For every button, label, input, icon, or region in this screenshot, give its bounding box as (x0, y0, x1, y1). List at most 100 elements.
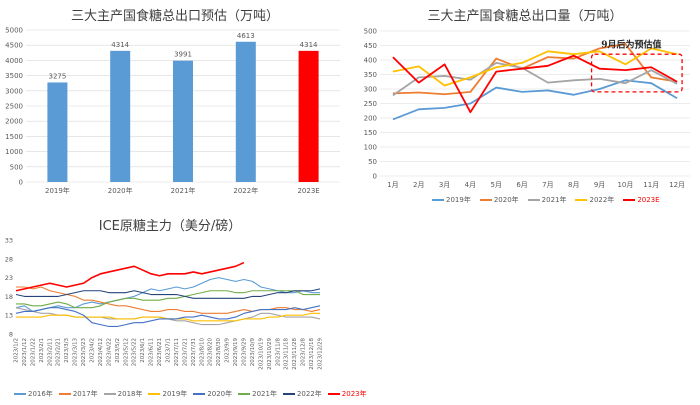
x-tick-label: 2023/12/8 (301, 338, 307, 367)
legend-label: 2020年 (207, 390, 233, 398)
legend-swatch (193, 393, 206, 395)
legend-swatch (282, 393, 295, 395)
y-tick-label: 5000 (5, 27, 23, 35)
x-tick-label: 2023/9/29 (242, 338, 248, 367)
legend-item: 2018年 (103, 389, 142, 399)
x-tick-label: 3月 (439, 181, 450, 189)
bar (110, 50, 131, 182)
y-tick-label: 350 (364, 71, 377, 79)
series-line (392, 62, 678, 97)
series-line (15, 307, 321, 326)
legend-item: 2023年 (327, 389, 367, 399)
y-tick-label: 500 (10, 163, 23, 171)
x-tick-label: 2023/7/21 (182, 338, 188, 366)
y-tick-label: 4000 (5, 57, 23, 65)
y-tick-label: 23 (5, 274, 13, 282)
x-tick-label: 2023/10/9 (250, 338, 256, 367)
x-tick-label: 2019年 (45, 186, 70, 195)
data-label: 4613 (237, 32, 255, 40)
y-tick-label: 2500 (5, 103, 23, 111)
series-line (15, 261, 245, 292)
y-tick-label: 0 (19, 179, 23, 187)
x-tick-label: 8月 (568, 181, 579, 189)
data-label: 4314 (111, 41, 129, 49)
legend-item: 2021年 (238, 389, 277, 399)
x-tick-label: 2021年 (171, 186, 196, 195)
ice-chart-panel: ICE原糖主力（美分/磅） 8 13 18 23 28 33 2023/1/2 2023/1/… (0, 208, 367, 405)
x-tick-label: 2023/6/1 (140, 338, 146, 363)
x-tick-label: 2023/10/29 (267, 338, 273, 370)
legend-label: 2023年 (341, 390, 367, 398)
legend-swatch (432, 199, 444, 201)
bar (173, 60, 193, 182)
y-tick-label: 0 (373, 173, 377, 181)
x-tick-label: 2023/4/12 (98, 338, 104, 366)
x-tick-label: 2023/2/21 (56, 338, 62, 366)
forecast-box (590, 53, 683, 93)
bar-chart-panel: 三大主产国食糖总出口预估（万吨） 0 500 1000 1500 2000 2500 300… (0, 0, 350, 200)
y-tick-label: 28 (5, 255, 13, 263)
legend-label: 2022年 (296, 390, 322, 398)
line-chart-panel: 三大主产国食糖总出口量（万吨） 0 50 100 150 200 250 300 350 400… (350, 0, 700, 210)
bar-chart: 0 500 1000 1500 2000 2500 3000 3500 4000 4500 5000… (5, 27, 340, 195)
x-tick-label: 9月 (594, 181, 605, 189)
series-line (15, 305, 321, 328)
legend-label: 2016年 (28, 390, 53, 398)
x-tick-label: 2023/1/12 (22, 338, 28, 366)
y-tick-label: 100 (364, 144, 377, 152)
legend-item: 2019年 (432, 195, 471, 205)
x-tick-label: 1月 (387, 181, 398, 189)
legend-swatch (479, 199, 492, 201)
x-tick-label: 2023/11/28 (292, 338, 298, 370)
x-tick-label: 2023/9/19 (233, 338, 239, 367)
legend-label: 2020年 (493, 196, 519, 204)
x-tick-label: 2023/2/1 (39, 338, 45, 363)
x-tick-label: 2023/5/12 (123, 338, 129, 366)
legend-item: 2019年 (148, 389, 187, 399)
x-tick-label: 4月 (465, 181, 476, 189)
y-tick-label: 200 (364, 115, 377, 123)
x-tick-label: 2023/9/9 (225, 338, 231, 363)
y-tick-label: 8 (9, 331, 13, 339)
legend-swatch (327, 393, 340, 395)
legend-swatch (58, 393, 71, 395)
y-tick-label: 4500 (5, 42, 23, 50)
y-tick-label: 50 (368, 158, 377, 166)
x-tick-label: 12月 (669, 181, 685, 189)
legend-item: 2016年 (14, 389, 53, 399)
x-tick-label: 2023/3/13 (73, 338, 79, 367)
x-tick-label: 2023/7/11 (174, 338, 180, 366)
bar (298, 50, 319, 182)
x-tick-label: 2023E (297, 187, 319, 195)
x-tick-label: 7月 (542, 181, 553, 189)
x-tick-label: 2023/2/11 (47, 338, 53, 366)
legend-item: 2017年 (58, 389, 98, 399)
legend-item: 2022年 (575, 195, 614, 205)
series-line (392, 79, 678, 121)
x-tick-label: 2月 (413, 181, 424, 189)
chart-legend: 2019年 2020年 2021年 2022年 2023E (432, 195, 660, 205)
y-tick-label: 18 (5, 293, 13, 301)
y-tick-label: 1500 (5, 133, 23, 141)
legend-label: 2019年 (162, 390, 188, 398)
series-line (16, 290, 320, 309)
y-tick-label: 1000 (5, 148, 23, 156)
legend-label: 2021年 (541, 196, 567, 204)
x-tick-label: 2023/5/2 (115, 338, 121, 363)
x-tick-label: 2023/8/20 (208, 338, 214, 367)
x-tick-label: 2023/10/19 (258, 338, 264, 370)
data-label: 4314 (300, 41, 318, 49)
x-tick-label: 2020年 (108, 186, 133, 195)
series-line (15, 277, 320, 312)
chart-title: ICE原糖主力（美分/磅） (98, 219, 242, 234)
data-label: 3991 (174, 51, 192, 59)
x-tick-label: 2023/12/29 (318, 338, 324, 370)
x-tick-label: 2023/8/30 (216, 338, 222, 367)
line-chart: 0 50 100 150 200 250 300 350 400 450 500 1月 2月 3月 4月 5月… (364, 28, 690, 189)
legend-label: 2019年 (446, 196, 471, 204)
legend-item: 2020年 (479, 195, 519, 205)
x-tick-label: 5月 (491, 181, 502, 189)
x-tick-label: 2023/1/22 (30, 338, 36, 366)
x-tick-label: 2023/12/18 (309, 338, 315, 370)
